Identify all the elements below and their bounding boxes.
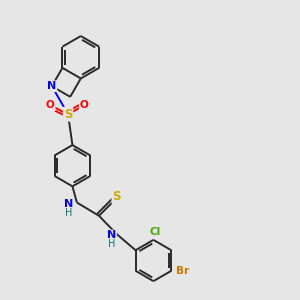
Text: H: H [108, 239, 115, 249]
Text: O: O [80, 100, 88, 110]
Text: O: O [46, 100, 55, 110]
Text: N: N [64, 199, 73, 209]
Text: S: S [112, 190, 121, 203]
Text: H: H [65, 208, 72, 218]
Text: S: S [64, 108, 72, 121]
Text: N: N [107, 230, 116, 241]
Text: Br: Br [176, 266, 189, 276]
Text: N: N [47, 81, 56, 91]
Text: Cl: Cl [149, 227, 161, 237]
